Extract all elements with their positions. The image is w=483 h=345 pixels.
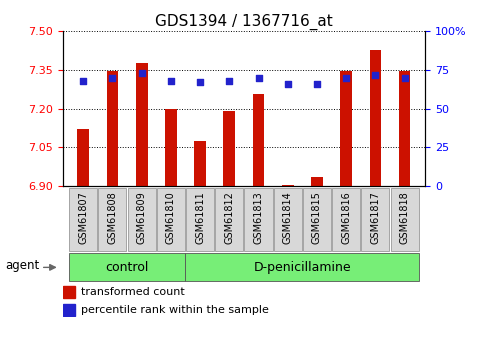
Point (371, 72, 379, 77)
Text: GSM61811: GSM61811 (195, 191, 205, 244)
Point (167, 78, 175, 83)
Bar (399, 71, 411, 186)
FancyBboxPatch shape (128, 188, 156, 250)
Bar (311, 177, 323, 186)
FancyBboxPatch shape (69, 188, 97, 250)
Point (226, 78, 233, 83)
Bar (282, 185, 294, 186)
Bar (369, 50, 381, 186)
Bar (136, 63, 147, 186)
Bar (63, 286, 75, 298)
FancyBboxPatch shape (99, 188, 127, 250)
Point (401, 75, 409, 80)
FancyBboxPatch shape (391, 188, 419, 250)
FancyBboxPatch shape (332, 188, 360, 250)
Text: GSM61807: GSM61807 (78, 191, 88, 244)
Text: percentile rank within the sample: percentile rank within the sample (81, 305, 269, 315)
Title: GDS1394 / 1367716_at: GDS1394 / 1367716_at (155, 13, 333, 30)
Point (196, 79, 204, 85)
Text: GSM61812: GSM61812 (224, 191, 234, 244)
Text: GSM61808: GSM61808 (107, 191, 117, 244)
Point (138, 70, 145, 76)
Text: GSM61818: GSM61818 (399, 191, 410, 244)
FancyBboxPatch shape (215, 188, 243, 250)
Point (313, 81, 321, 87)
FancyBboxPatch shape (274, 188, 302, 250)
Text: control: control (105, 261, 149, 274)
Text: GSM61810: GSM61810 (166, 191, 176, 244)
Text: GSM61814: GSM61814 (283, 191, 293, 244)
Point (284, 81, 292, 87)
FancyBboxPatch shape (244, 188, 272, 250)
Text: GSM61816: GSM61816 (341, 191, 351, 244)
Point (342, 75, 350, 80)
Text: agent: agent (5, 259, 39, 272)
Text: GSM61813: GSM61813 (254, 191, 264, 244)
Bar (341, 71, 352, 186)
Bar (253, 95, 264, 186)
Text: GSM61817: GSM61817 (370, 191, 381, 244)
FancyBboxPatch shape (361, 188, 389, 250)
Point (255, 75, 262, 80)
Bar (107, 71, 118, 186)
Bar (224, 111, 235, 186)
FancyBboxPatch shape (157, 188, 185, 250)
Text: GSM61809: GSM61809 (137, 191, 147, 244)
FancyBboxPatch shape (303, 188, 331, 250)
Bar (63, 304, 75, 316)
Text: D-penicillamine: D-penicillamine (254, 261, 351, 274)
Bar (77, 129, 89, 186)
FancyBboxPatch shape (186, 188, 214, 250)
Text: transformed count: transformed count (81, 287, 185, 297)
Text: GSM61815: GSM61815 (312, 191, 322, 244)
Point (79, 78, 87, 83)
Point (109, 75, 116, 80)
Bar (165, 109, 177, 186)
FancyBboxPatch shape (69, 253, 185, 282)
FancyBboxPatch shape (185, 253, 419, 282)
Bar (194, 141, 206, 186)
